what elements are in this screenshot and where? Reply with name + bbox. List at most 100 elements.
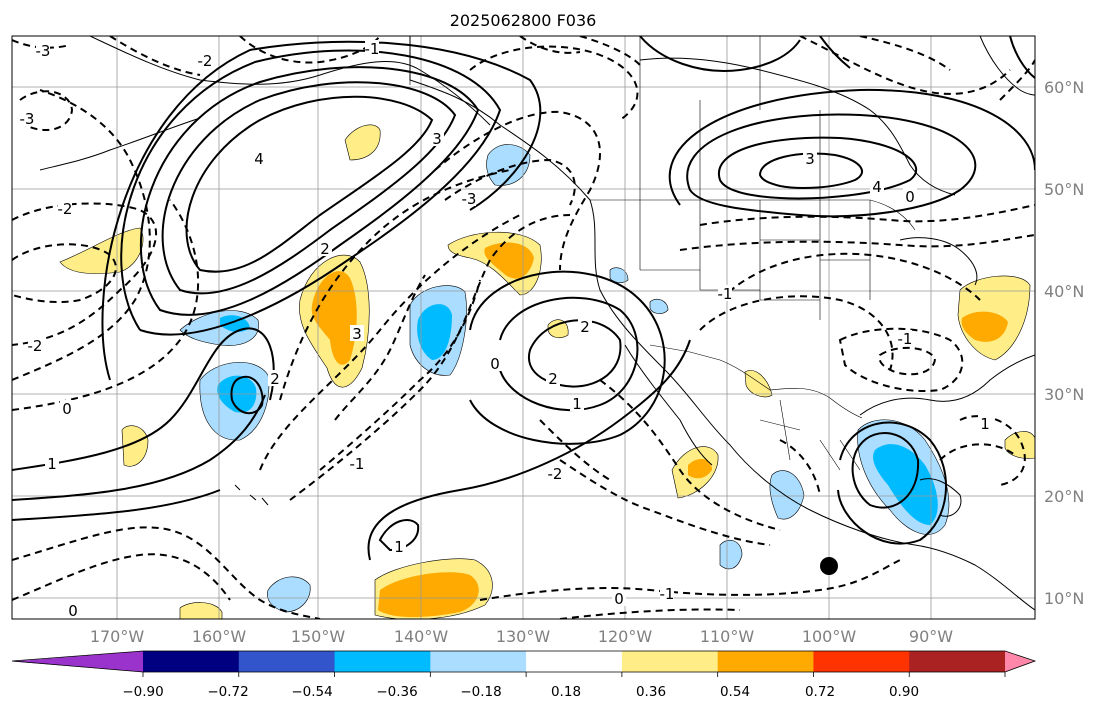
lon-label: 150°W bbox=[291, 627, 346, 646]
contour-line bbox=[289, 214, 571, 501]
aleutian-islands bbox=[39, 117, 201, 171]
contour-line bbox=[559, 459, 771, 546]
latitude-axis: 60°N 50°N 40°N 30°N 20°N 10°N bbox=[1044, 78, 1084, 608]
contour-line bbox=[838, 327, 964, 392]
contour-label: 2 bbox=[580, 318, 590, 336]
contour-line bbox=[120, 49, 502, 336]
contour-line bbox=[779, 439, 821, 496]
lon-label: 160°W bbox=[192, 627, 247, 646]
contour-label: 2 bbox=[320, 240, 330, 258]
colorbar-extend-min bbox=[12, 651, 143, 672]
contour-line bbox=[679, 234, 1035, 251]
contour-line bbox=[12, 394, 266, 501]
contour-line bbox=[367, 339, 691, 561]
positive-shade-region bbox=[344, 124, 381, 161]
contour-label: -3 bbox=[36, 42, 51, 60]
contour-label: 0 bbox=[490, 355, 500, 373]
colorbar-swatch bbox=[621, 651, 719, 672]
contour-line bbox=[12, 199, 200, 411]
contour-line bbox=[12, 526, 321, 619]
mexico-states bbox=[759, 399, 861, 471]
contour-line bbox=[12, 202, 158, 346]
contour-line bbox=[319, 279, 481, 471]
dashed-contours bbox=[12, 36, 1035, 619]
hawaii-islands bbox=[234, 484, 269, 506]
lon-label: 120°W bbox=[598, 627, 653, 646]
lon-label: 170°W bbox=[90, 627, 145, 646]
contour-line bbox=[140, 66, 480, 316]
positive-shade-core bbox=[378, 572, 479, 618]
contour-line bbox=[959, 415, 1026, 486]
contour-line bbox=[434, 110, 601, 271]
contour-line bbox=[109, 36, 201, 76]
positive-shade-region bbox=[744, 370, 773, 398]
contour-label: -2 bbox=[548, 465, 563, 483]
longitude-axis: 170°W 160°W 150°W 140°W 130°W 120°W 110°… bbox=[90, 627, 953, 646]
colorbar-swatch bbox=[334, 651, 431, 672]
contour-line bbox=[12, 89, 151, 381]
contour-label: 4 bbox=[872, 178, 882, 196]
lon-label: 90°W bbox=[909, 627, 953, 646]
colorbar-tick-label: 0.18 bbox=[551, 684, 581, 700]
contour-line bbox=[444, 158, 576, 206]
contour-line bbox=[259, 214, 521, 471]
lon-label: 100°W bbox=[802, 627, 857, 646]
contour-line bbox=[699, 295, 894, 371]
contour-line bbox=[559, 608, 741, 619]
hudson-bay-coast bbox=[639, 57, 956, 196]
contour-label: -2 bbox=[198, 52, 213, 70]
colorbar-tick-label: −0.36 bbox=[376, 684, 417, 700]
contour-label: -1 bbox=[350, 455, 365, 473]
lat-label: 10°N bbox=[1044, 589, 1084, 608]
colorbar-swatch bbox=[717, 651, 814, 672]
contour-line bbox=[851, 432, 920, 509]
contour-line bbox=[479, 559, 901, 601]
contour-line bbox=[799, 36, 1011, 95]
lon-label: 130°W bbox=[496, 627, 551, 646]
positive-shade-core bbox=[688, 458, 712, 479]
contour-label: 3 bbox=[352, 325, 362, 343]
contour-line bbox=[469, 270, 666, 445]
contour-line bbox=[999, 59, 1035, 101]
contour-line bbox=[639, 36, 801, 72]
colorbar-swatch bbox=[813, 651, 910, 672]
negative-shade-region bbox=[769, 470, 805, 520]
contour-line bbox=[185, 95, 434, 273]
lon-label: 140°W bbox=[394, 627, 449, 646]
gulf-coast bbox=[859, 354, 1035, 416]
contour-line bbox=[12, 553, 231, 601]
colorbar-swatch bbox=[143, 651, 240, 672]
negative-shade-region bbox=[719, 539, 743, 570]
colorbar-swatch bbox=[526, 651, 623, 672]
contour-label: 0 bbox=[62, 400, 72, 418]
contour-label: -3 bbox=[20, 110, 35, 128]
positive-shade-region bbox=[179, 602, 223, 619]
contour-line bbox=[699, 204, 1035, 226]
contour-label: -1 bbox=[718, 285, 733, 303]
contour-line bbox=[101, 40, 542, 381]
graticule bbox=[12, 36, 1035, 619]
colorbar-tick-label: 0.36 bbox=[636, 684, 666, 700]
baja-california-coastline bbox=[624, 344, 713, 466]
contour-label: -1 bbox=[660, 585, 675, 603]
contour-line bbox=[230, 375, 264, 415]
contour-label: -2 bbox=[28, 337, 43, 355]
negative-shade-region bbox=[649, 298, 669, 314]
colorbar-tick-label: −0.54 bbox=[291, 684, 332, 700]
colorbar-tick-label: −0.18 bbox=[460, 684, 501, 700]
contour-line bbox=[334, 274, 426, 421]
contour-label: -1 bbox=[898, 330, 913, 348]
contour-line bbox=[579, 36, 641, 66]
alaska-coastline bbox=[89, 36, 491, 126]
contour-line bbox=[1009, 36, 1035, 79]
lat-label: 30°N bbox=[1044, 385, 1084, 404]
contour-label: 0 bbox=[68, 602, 78, 620]
colorbar-ticks bbox=[142, 672, 1006, 677]
contour-line bbox=[527, 319, 622, 388]
great-lakes bbox=[899, 237, 978, 286]
lat-label: 50°N bbox=[1044, 180, 1084, 199]
negative-shade-core bbox=[873, 444, 938, 525]
colorbar-tick-label: −0.90 bbox=[122, 684, 163, 700]
contour-label: 1 bbox=[47, 455, 57, 473]
